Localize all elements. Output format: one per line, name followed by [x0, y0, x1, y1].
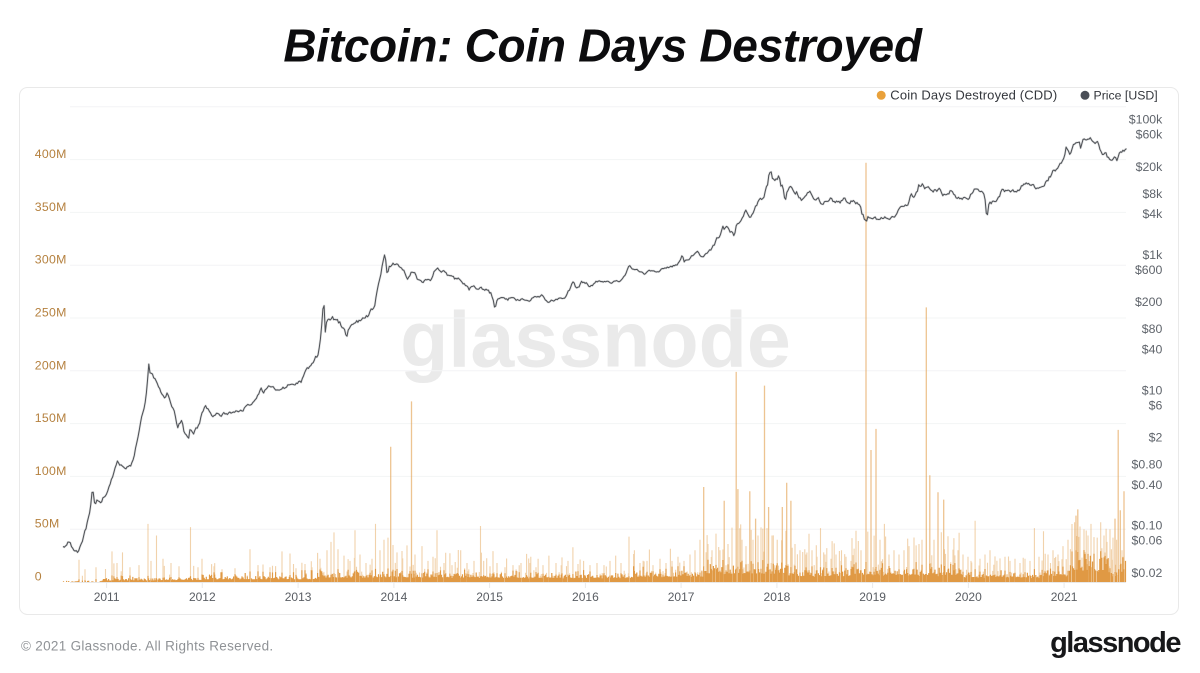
svg-text:400M: 400M	[35, 147, 67, 161]
svg-text:glassnode: glassnode	[400, 295, 791, 384]
svg-text:$4k: $4k	[1142, 207, 1163, 221]
svg-text:© 2021 Glassnode. All Rights R: © 2021 Glassnode. All Rights Reserved.	[21, 639, 273, 654]
svg-text:$10: $10	[1142, 383, 1163, 397]
svg-text:$100k: $100k	[1129, 113, 1163, 127]
svg-text:$0.40: $0.40	[1132, 478, 1163, 492]
svg-text:$0.02: $0.02	[1132, 566, 1163, 580]
svg-text:2012: 2012	[189, 590, 216, 604]
svg-text:Price [USD]: Price [USD]	[1094, 89, 1158, 103]
svg-text:$200: $200	[1135, 295, 1163, 309]
svg-text:2014: 2014	[381, 590, 408, 604]
svg-text:$2: $2	[1149, 431, 1163, 445]
svg-text:glassnode: glassnode	[1050, 627, 1181, 659]
svg-text:$60k: $60k	[1136, 128, 1164, 142]
svg-text:50M: 50M	[35, 517, 60, 531]
svg-text:$80: $80	[1142, 322, 1163, 336]
svg-text:2019: 2019	[859, 590, 886, 604]
svg-text:2015: 2015	[476, 590, 503, 604]
svg-text:2021: 2021	[1051, 590, 1078, 604]
svg-text:$8k: $8k	[1142, 187, 1163, 201]
svg-text:$0.80: $0.80	[1132, 458, 1163, 472]
svg-text:2011: 2011	[94, 590, 120, 604]
svg-text:$0.06: $0.06	[1132, 534, 1163, 548]
svg-text:250M: 250M	[35, 306, 67, 320]
svg-text:$600: $600	[1135, 263, 1163, 277]
svg-text:$1k: $1k	[1142, 248, 1163, 262]
svg-text:2020: 2020	[955, 590, 982, 604]
svg-text:$40: $40	[1142, 343, 1163, 357]
svg-text:100M: 100M	[35, 464, 67, 478]
svg-text:$6: $6	[1149, 398, 1163, 412]
svg-text:350M: 350M	[35, 200, 67, 214]
svg-text:2018: 2018	[764, 590, 791, 604]
svg-text:Bitcoin: Coin Days Destroyed: Bitcoin: Coin Days Destroyed	[283, 20, 922, 72]
svg-text:150M: 150M	[35, 411, 67, 425]
svg-text:300M: 300M	[35, 253, 67, 267]
svg-text:0: 0	[35, 570, 42, 584]
svg-text:2013: 2013	[285, 590, 312, 604]
svg-text:$0.10: $0.10	[1132, 519, 1163, 533]
svg-text:2016: 2016	[572, 590, 599, 604]
svg-text:Coin Days Destroyed (CDD): Coin Days Destroyed (CDD)	[890, 88, 1057, 103]
svg-text:$20k: $20k	[1136, 160, 1164, 174]
svg-text:2017: 2017	[668, 590, 695, 604]
svg-text:200M: 200M	[35, 358, 67, 372]
